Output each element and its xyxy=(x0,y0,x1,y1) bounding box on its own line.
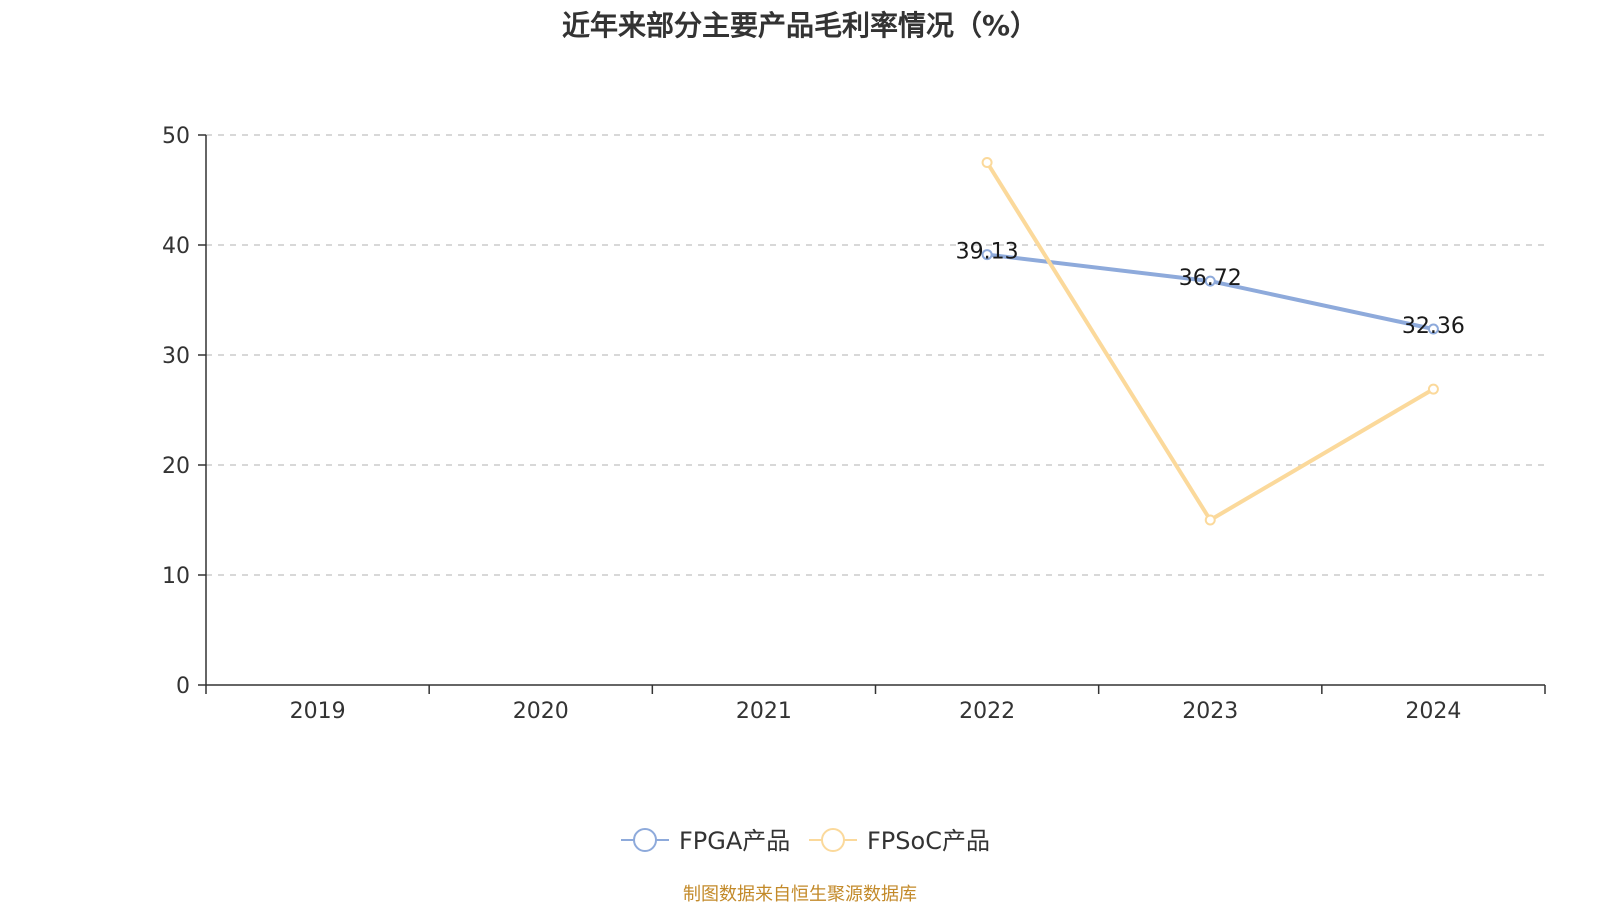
data-label-0-4: 36.72 xyxy=(1179,266,1242,291)
data-point-1-5 xyxy=(1427,383,1439,395)
legend-marker-1 xyxy=(821,828,845,852)
axes: 0 10 20 30 40 50 2019 2020 2021 2022 2023 2024 xyxy=(162,124,1546,724)
y-tick-label-50: 50 xyxy=(162,124,190,149)
x-tick-label-2022: 2022 xyxy=(959,699,1015,724)
legend-marker-0 xyxy=(633,828,657,852)
x-tick-label-2024: 2024 xyxy=(1405,699,1461,724)
source-note: 制图数据来自恒生聚源数据库 xyxy=(683,884,917,905)
data-point-0-5 xyxy=(1427,323,1439,335)
chart-title: 近年来部分主要产品毛利率情况（%） xyxy=(561,9,1039,42)
y-tick-label-0: 0 xyxy=(176,674,190,699)
grid-lines xyxy=(206,134,1545,576)
x-tick-label-2023: 2023 xyxy=(1182,699,1238,724)
data-point-1-4 xyxy=(1204,514,1216,526)
x-tick-label-2019: 2019 xyxy=(290,699,346,724)
y-tick-label-30: 30 xyxy=(162,344,190,369)
series-lines xyxy=(981,157,1439,526)
series-0 xyxy=(981,249,1439,335)
series-line-1 xyxy=(985,161,1435,522)
y-tick-label-40: 40 xyxy=(162,234,190,259)
legend-item-1[interactable]: FPSoC产品 xyxy=(809,827,990,855)
y-tick-label-10: 10 xyxy=(162,564,190,589)
legend-label-1: FPSoC产品 xyxy=(867,827,990,855)
data-point-0-4 xyxy=(1204,275,1216,287)
legend-label-0: FPGA产品 xyxy=(679,827,790,855)
legend[interactable]: FPGA产品 FPSoC产品 xyxy=(621,827,990,855)
x-tick-label-2020: 2020 xyxy=(513,699,569,724)
data-point-0-3 xyxy=(981,249,993,261)
series-1 xyxy=(981,157,1439,526)
legend-item-0[interactable]: FPGA产品 xyxy=(621,827,790,855)
data-label-0-3: 39.13 xyxy=(956,240,1019,265)
y-tick-label-20: 20 xyxy=(162,454,190,479)
data-point-1-3 xyxy=(981,157,993,168)
data-labels: 39.13 36.72 32.36 xyxy=(956,240,1465,339)
x-tick-label-2021: 2021 xyxy=(736,699,792,724)
data-label-0-5: 32.36 xyxy=(1402,314,1465,339)
